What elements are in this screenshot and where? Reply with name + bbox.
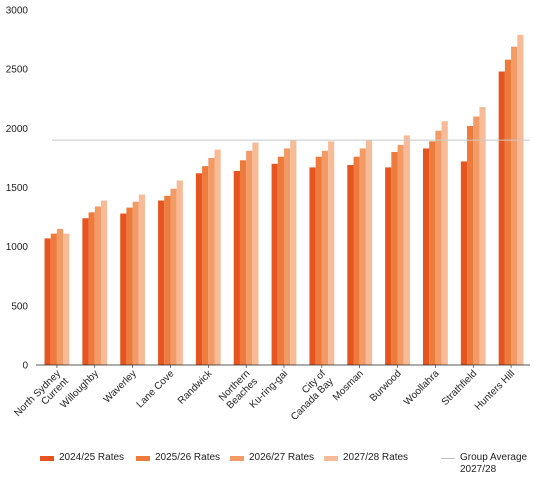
bar	[158, 200, 165, 365]
legend-label: 2027/28 Rates	[343, 452, 409, 463]
bar	[88, 212, 95, 365]
legend-label: 2025/26 Rates	[155, 452, 221, 463]
x-tick-label: Woollahra	[402, 368, 442, 408]
y-tick-label: 500	[11, 301, 28, 312]
y-tick-label: 2500	[6, 65, 29, 76]
bar	[328, 141, 335, 365]
legend-swatch	[230, 456, 244, 461]
bar	[239, 160, 247, 365]
bar	[385, 167, 392, 365]
legend-swatch	[324, 456, 338, 461]
bar	[277, 156, 284, 365]
bar	[100, 200, 108, 365]
legend-item: 2027/28 Rates	[324, 452, 408, 464]
bar	[202, 166, 209, 365]
bar	[214, 149, 221, 365]
bar	[82, 218, 89, 365]
y-tick-label: 1500	[6, 183, 29, 194]
bar	[164, 195, 171, 365]
bar	[94, 206, 101, 365]
bar-chart: 0 500 1000 1500 2000 2500 3000 North SydneyCur…	[6, 6, 530, 427]
y-tick-label: 3000	[6, 6, 29, 17]
x-tick-label: Lane Cove	[135, 368, 177, 410]
bar	[132, 201, 139, 365]
bar	[359, 148, 366, 365]
x-tick-label: Waverley	[102, 368, 139, 405]
legend-item-group-average: Group Average 2027/28	[441, 452, 527, 476]
bar	[284, 148, 291, 365]
bar	[120, 213, 127, 365]
bar	[517, 34, 524, 365]
bar	[403, 135, 410, 365]
legend-item: 2024/25 Rates	[40, 452, 124, 464]
y-tick-label: 1000	[6, 242, 29, 253]
bar	[126, 207, 133, 365]
x-tick-label: North SydneyCurrent	[12, 368, 71, 427]
bar	[63, 233, 70, 365]
legend-item: 2026/27 Rates	[230, 452, 314, 464]
legend-item: 2025/26 Rates	[136, 452, 220, 464]
bar	[44, 238, 51, 365]
legend-swatch	[136, 456, 150, 461]
legend-swatch	[40, 456, 54, 461]
y-tick-label: 2000	[6, 124, 29, 135]
bar	[397, 144, 404, 365]
bar	[504, 59, 512, 365]
bar	[246, 150, 253, 365]
y-axis: 0 500 1000 1500 2000 2500 3000	[6, 6, 29, 372]
bar	[441, 121, 448, 365]
bar	[208, 157, 215, 365]
bar	[365, 140, 373, 365]
legend: 2024/25 Rates 2025/26 Rates 2026/27 Rates 2…	[40, 452, 535, 480]
bar	[56, 228, 64, 365]
legend-label: 2026/27 Rates	[249, 452, 315, 463]
bar	[290, 140, 297, 365]
bar	[391, 152, 398, 365]
x-tick-label: Hunters Hill	[473, 368, 517, 412]
legend-line-swatch	[441, 458, 455, 459]
bar	[50, 233, 57, 365]
bar	[347, 165, 354, 365]
bar	[315, 156, 322, 365]
bar	[498, 71, 505, 366]
bar	[321, 150, 329, 365]
bar	[511, 46, 518, 365]
bar	[473, 116, 480, 365]
x-tick-label: Strathfield	[440, 368, 480, 408]
y-tick-label: 0	[22, 361, 28, 372]
x-tick-label: Randwick	[176, 368, 215, 407]
bar	[422, 148, 430, 365]
bar	[460, 161, 468, 365]
bar	[138, 194, 146, 365]
bar	[170, 188, 177, 365]
legend-label: 2024/25 Rates	[59, 452, 125, 463]
bar	[233, 170, 240, 365]
bar	[252, 142, 259, 365]
bar	[479, 107, 486, 366]
bar	[309, 167, 316, 365]
bar	[429, 141, 436, 365]
bar	[195, 173, 203, 365]
bar	[353, 156, 360, 365]
bar	[467, 125, 474, 365]
x-tick-label: Burwood	[368, 368, 404, 404]
x-tick-label: Mosman	[331, 368, 366, 403]
legend-label: Group Average 2027/28	[460, 452, 528, 475]
bar	[435, 130, 442, 365]
bar	[271, 163, 278, 365]
bars	[44, 34, 524, 366]
bar	[176, 180, 183, 365]
